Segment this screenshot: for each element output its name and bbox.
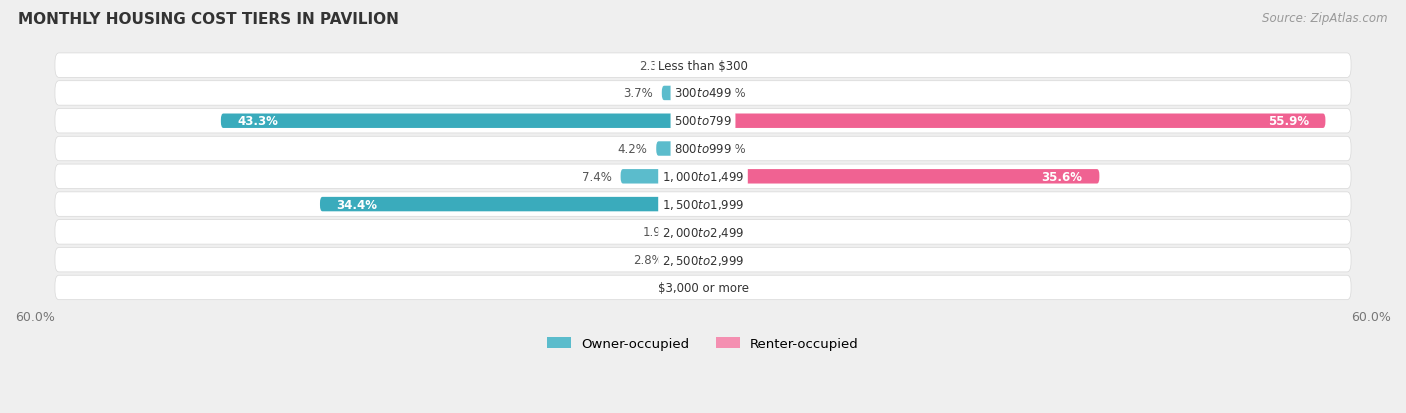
Text: 0.0%: 0.0% <box>717 142 747 156</box>
Text: Less than $300: Less than $300 <box>658 59 748 72</box>
FancyBboxPatch shape <box>55 220 1351 244</box>
FancyBboxPatch shape <box>221 114 703 128</box>
Text: 0.0%: 0.0% <box>717 226 747 239</box>
FancyBboxPatch shape <box>55 81 1351 106</box>
Text: $2,000 to $2,499: $2,000 to $2,499 <box>662 225 744 239</box>
Text: 0.0%: 0.0% <box>717 59 747 72</box>
FancyBboxPatch shape <box>55 248 1351 272</box>
FancyBboxPatch shape <box>703 114 1326 128</box>
FancyBboxPatch shape <box>55 137 1351 161</box>
Text: 0.0%: 0.0% <box>659 281 689 294</box>
Text: $3,000 or more: $3,000 or more <box>658 281 748 294</box>
Text: 1.9%: 1.9% <box>643 226 673 239</box>
Text: 35.6%: 35.6% <box>1042 171 1083 183</box>
FancyBboxPatch shape <box>55 109 1351 134</box>
Text: $2,500 to $2,999: $2,500 to $2,999 <box>662 253 744 267</box>
Text: $300 to $499: $300 to $499 <box>673 87 733 100</box>
Text: 0.0%: 0.0% <box>717 281 747 294</box>
Text: 34.4%: 34.4% <box>336 198 378 211</box>
Text: $1,500 to $1,999: $1,500 to $1,999 <box>662 197 744 211</box>
Text: 0.0%: 0.0% <box>717 198 747 211</box>
FancyBboxPatch shape <box>55 275 1351 300</box>
Text: 2.8%: 2.8% <box>633 254 662 266</box>
FancyBboxPatch shape <box>620 170 703 184</box>
Text: 0.0%: 0.0% <box>717 254 747 266</box>
Text: 4.2%: 4.2% <box>617 142 647 156</box>
FancyBboxPatch shape <box>657 142 703 157</box>
Text: Source: ZipAtlas.com: Source: ZipAtlas.com <box>1263 12 1388 25</box>
FancyBboxPatch shape <box>321 197 703 212</box>
FancyBboxPatch shape <box>662 86 703 101</box>
Text: 7.4%: 7.4% <box>582 171 612 183</box>
FancyBboxPatch shape <box>703 170 1099 184</box>
Text: 0.0%: 0.0% <box>717 87 747 100</box>
Legend: Owner-occupied, Renter-occupied: Owner-occupied, Renter-occupied <box>547 337 859 350</box>
Text: $1,000 to $1,499: $1,000 to $1,499 <box>662 170 744 184</box>
FancyBboxPatch shape <box>678 59 703 73</box>
Text: MONTHLY HOUSING COST TIERS IN PAVILION: MONTHLY HOUSING COST TIERS IN PAVILION <box>18 12 399 27</box>
FancyBboxPatch shape <box>55 192 1351 217</box>
Text: 3.7%: 3.7% <box>623 87 652 100</box>
Text: 55.9%: 55.9% <box>1268 115 1309 128</box>
FancyBboxPatch shape <box>55 54 1351 78</box>
FancyBboxPatch shape <box>682 225 703 240</box>
FancyBboxPatch shape <box>55 165 1351 189</box>
Text: 2.3%: 2.3% <box>638 59 668 72</box>
Text: $800 to $999: $800 to $999 <box>673 142 733 156</box>
FancyBboxPatch shape <box>672 253 703 267</box>
Text: 43.3%: 43.3% <box>238 115 278 128</box>
Text: $500 to $799: $500 to $799 <box>673 115 733 128</box>
